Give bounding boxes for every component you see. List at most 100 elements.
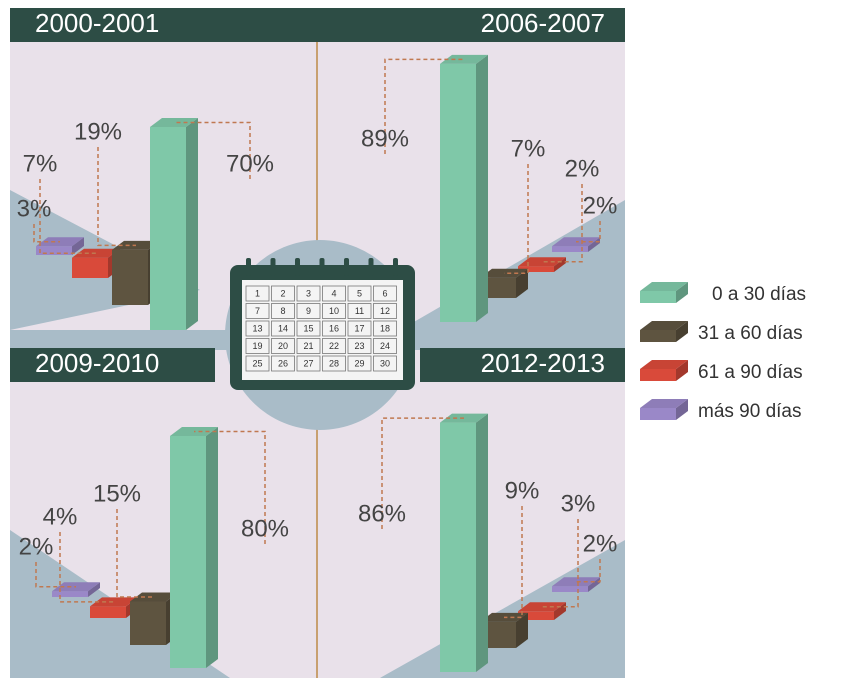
value-label: 3% <box>561 490 596 517</box>
bar-side <box>554 257 566 272</box>
value-label: 2% <box>583 530 618 557</box>
title-bar <box>10 8 625 42</box>
bar-front <box>518 266 554 272</box>
bar-side <box>588 237 600 252</box>
bar-side <box>72 237 84 255</box>
bar <box>170 427 218 668</box>
calendar-day: 16 <box>329 323 339 333</box>
title-bar <box>420 348 625 382</box>
calendar-cell <box>322 320 346 337</box>
bar-side <box>186 118 198 330</box>
bar <box>440 54 488 323</box>
calendar-cell <box>347 285 372 302</box>
calendar-cell <box>322 338 346 354</box>
leader-line <box>194 430 266 544</box>
bar-front <box>36 246 72 255</box>
value-label: 7% <box>23 150 58 177</box>
value-label: 9% <box>505 477 540 504</box>
calendar-day: 5 <box>357 288 362 298</box>
calendar-cell <box>296 285 321 302</box>
calendar-cell <box>373 338 397 354</box>
calendar-ring <box>393 258 398 276</box>
bar-front <box>440 63 476 323</box>
legend-swatch <box>640 321 688 342</box>
bar-front <box>112 249 148 305</box>
bar-top <box>440 54 488 64</box>
calendar-day: 11 <box>355 306 364 316</box>
bar-front <box>130 601 166 645</box>
calendar-ring <box>368 258 374 276</box>
calendar-day: 27 <box>303 358 313 368</box>
calendar-day: 8 <box>280 306 285 316</box>
bar-front <box>440 422 476 672</box>
calendar-day: 7 <box>255 306 260 316</box>
calendar-day: 19 <box>252 341 262 351</box>
bar-front <box>72 257 108 278</box>
bar-side <box>476 54 488 323</box>
calendar-day: 20 <box>278 341 288 351</box>
calendar-day: 17 <box>354 323 364 333</box>
bar-side <box>676 321 688 342</box>
leader-line <box>97 147 136 247</box>
calendar-day: 10 <box>329 306 339 316</box>
value-label: 4% <box>43 503 78 530</box>
bar-side <box>516 612 528 648</box>
legend-swatch <box>640 282 688 303</box>
value-label: 70% <box>226 150 274 177</box>
bar-front <box>640 330 676 342</box>
bar-front <box>552 246 588 252</box>
calendar-ring <box>246 258 251 276</box>
calendar-day: 9 <box>306 306 311 316</box>
bar-front <box>640 369 676 381</box>
bar-front <box>90 606 126 618</box>
value-label: 89% <box>361 125 409 152</box>
chart-title: 2009-2010 <box>35 348 159 378</box>
chart: 3% 7% 19% 70% <box>17 118 274 330</box>
chart: 2% 3% 9% 86% <box>358 413 618 672</box>
calendar-cell <box>322 285 346 302</box>
leader-line <box>116 509 154 598</box>
bar <box>112 240 160 305</box>
value-label: 80% <box>241 515 289 542</box>
bar-side <box>206 427 218 668</box>
bar <box>518 257 566 272</box>
bar <box>552 577 600 592</box>
value-label: 2% <box>19 533 54 560</box>
bar-top <box>90 597 138 607</box>
calendar-cell <box>322 303 346 319</box>
calendar-day: 1 <box>255 288 260 298</box>
bar-top <box>72 248 120 258</box>
bar-top <box>518 257 566 267</box>
bar-front <box>518 611 554 620</box>
bar-side <box>554 602 566 620</box>
leader-line <box>59 532 114 603</box>
bar-front <box>52 591 88 597</box>
bar <box>72 248 120 278</box>
leader-line <box>542 184 583 263</box>
bar-side <box>516 268 528 298</box>
calendar-cell <box>271 320 295 337</box>
calendar-day: 25 <box>252 358 262 368</box>
leader-line <box>35 562 76 588</box>
calendar-ring <box>295 258 300 276</box>
bar-top <box>640 282 688 291</box>
bar-side <box>588 577 600 592</box>
bar-front <box>640 408 676 420</box>
bar-side <box>676 360 688 381</box>
leader-line <box>39 179 96 254</box>
value-label: 2% <box>583 192 618 219</box>
calendar-day: 12 <box>380 306 390 316</box>
calendar-cell <box>271 355 295 372</box>
value-label: 2% <box>565 155 600 182</box>
bar-front <box>150 127 186 330</box>
chart: 2% 2% 7% 89% <box>361 54 618 323</box>
calendar-cell <box>347 320 372 337</box>
calendar-cell <box>347 303 372 319</box>
calendar-cell <box>245 338 270 354</box>
legend-label: 0 a 30 días <box>712 284 806 305</box>
bar-top <box>640 321 688 330</box>
calendar-day: 6 <box>382 288 387 298</box>
bar-top <box>640 360 688 369</box>
calendar-cell <box>347 355 372 372</box>
